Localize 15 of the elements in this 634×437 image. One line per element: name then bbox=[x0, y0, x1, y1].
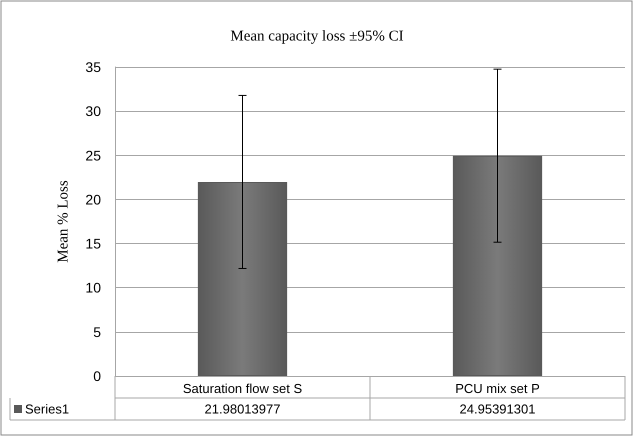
y-axis-title: Mean % Loss bbox=[56, 180, 72, 263]
data-label: 24.95391301 bbox=[460, 402, 536, 416]
y-tick-label: 35 bbox=[85, 59, 102, 75]
data-label: 21.98013977 bbox=[204, 402, 280, 416]
y-tick-label: 10 bbox=[85, 280, 102, 296]
y-tick-label: 20 bbox=[85, 191, 102, 208]
x-tick-label: Saturation flow set S bbox=[182, 381, 302, 396]
y-tick-label: 25 bbox=[85, 147, 102, 164]
y-tick-label: 15 bbox=[85, 236, 102, 252]
y-tick-label: 5 bbox=[93, 324, 102, 340]
y-tick-label: 0 bbox=[93, 368, 102, 384]
chart-title: Mean capacity loss ±95% CI bbox=[230, 28, 404, 44]
x-tick-label: PCU mix set P bbox=[455, 381, 540, 396]
y-tick-label: 30 bbox=[85, 103, 102, 120]
legend-label: Series1 bbox=[25, 402, 70, 416]
